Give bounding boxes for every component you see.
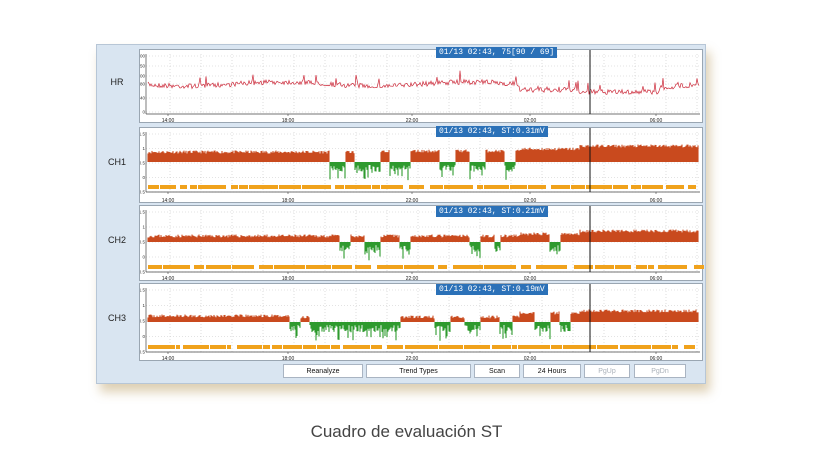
value-tick-label: 200 — [140, 54, 145, 59]
time-tick-label: 14:00 — [162, 356, 175, 362]
value-tick-label: -0.5 — [140, 190, 145, 195]
time-tick-label: 06:00 — [650, 276, 663, 282]
page-up-button[interactable]: PgUp — [584, 364, 630, 378]
time-tick-label: 02:00 — [524, 276, 537, 282]
value-tick-label: -0.5 — [140, 350, 145, 355]
ch1-st-trend-plot[interactable]: 14:00 18:00 22:00 02:00 06:00 1.5 1 0.5 0 -0.5 01… — [139, 126, 703, 204]
channel-label-ch1: CH1 — [107, 157, 126, 167]
time-tick-label: 18:00 — [282, 118, 295, 124]
trend-types-button[interactable]: Trend Types — [366, 364, 471, 378]
figure-caption: Cuadro de evaluación ST — [310, 422, 503, 441]
value-tick-label: 0 — [142, 175, 145, 180]
time-tick-label: 18:00 — [282, 198, 295, 204]
time-tick-label: 06:00 — [650, 198, 663, 204]
time-tick-label: 02:00 — [524, 198, 537, 204]
channel-label-ch3: CH3 — [107, 313, 126, 323]
value-tick-label: 100 — [140, 74, 145, 79]
time-tick-label: 18:00 — [282, 356, 295, 362]
ch3-st-trend-plot[interactable]: 14:00 18:00 22:00 02:00 06:00 1.5 1 0.5 0 -0.5 01… — [139, 283, 703, 362]
value-tick-label: 0.5 — [140, 319, 145, 324]
time-tick-label: 06:00 — [650, 356, 663, 362]
hr-cursor-readout: 01/13 02:43, 75[90 / 69] — [436, 47, 558, 58]
value-tick-label: 80 — [140, 82, 145, 87]
value-tick-label: 150 — [140, 64, 145, 69]
page-down-button[interactable]: PgDn — [634, 364, 686, 378]
heart-rate-trace — [147, 70, 700, 96]
value-tick-label: 0 — [142, 110, 145, 115]
value-tick-label: 1 — [142, 303, 145, 308]
time-tick-label: 14:00 — [162, 198, 175, 204]
channel-label-hr: HR — [110, 77, 124, 87]
channel-label-ch2: CH2 — [107, 235, 126, 245]
time-tick-label: 22:00 — [406, 356, 419, 362]
value-tick-label: 1 — [142, 225, 145, 230]
value-tick-label: 0 — [142, 255, 145, 260]
st-evaluation-window: HR 14:0018:0022:0002:0006:00200150100804… — [96, 44, 706, 384]
value-tick-label: 0.5 — [140, 240, 145, 245]
time-tick-label: 02:00 — [524, 356, 537, 362]
time-tick-label: 22:00 — [406, 198, 419, 204]
time-tick-label: 06:00 — [650, 118, 663, 124]
value-tick-label: 1.5 — [140, 132, 145, 137]
time-tick-label: 02:00 — [524, 118, 537, 124]
time-tick-label: 14:00 — [162, 276, 175, 282]
value-tick-label: 0 — [142, 334, 145, 339]
time-tick-label: 14:00 — [162, 118, 175, 124]
ch3-cursor-readout: 01/13 02:43, ST:0.19mV — [436, 284, 548, 295]
reanalyze-button[interactable]: Reanalyze — [283, 364, 363, 378]
value-tick-label: -0.5 — [140, 270, 145, 275]
24-hours-button[interactable]: 24 Hours — [523, 364, 581, 378]
scan-button[interactable]: Scan — [474, 364, 520, 378]
value-tick-label: 40 — [140, 96, 145, 101]
ch2-cursor-readout: 01/13 02:43, ST:0.21mV — [436, 206, 548, 217]
ch1-cursor-readout: 01/13 02:43, ST:0.31mV — [436, 126, 548, 137]
time-tick-label: 22:00 — [406, 276, 419, 282]
value-tick-label: 1 — [142, 146, 145, 151]
ch2-st-trend-plot[interactable]: 14:00 18:00 22:00 02:00 06:00 1.5 1 0.5 0 -0.5 01… — [139, 205, 704, 282]
value-tick-label: 0.5 — [140, 161, 145, 166]
time-tick-label: 18:00 — [282, 276, 295, 282]
hr-trend-plot[interactable]: 14:0018:0022:0002:0006:0020015010080400 … — [139, 47, 703, 124]
value-tick-label: 1.5 — [140, 210, 145, 215]
value-tick-label: 1.5 — [140, 288, 145, 293]
time-tick-label: 22:00 — [406, 118, 419, 124]
